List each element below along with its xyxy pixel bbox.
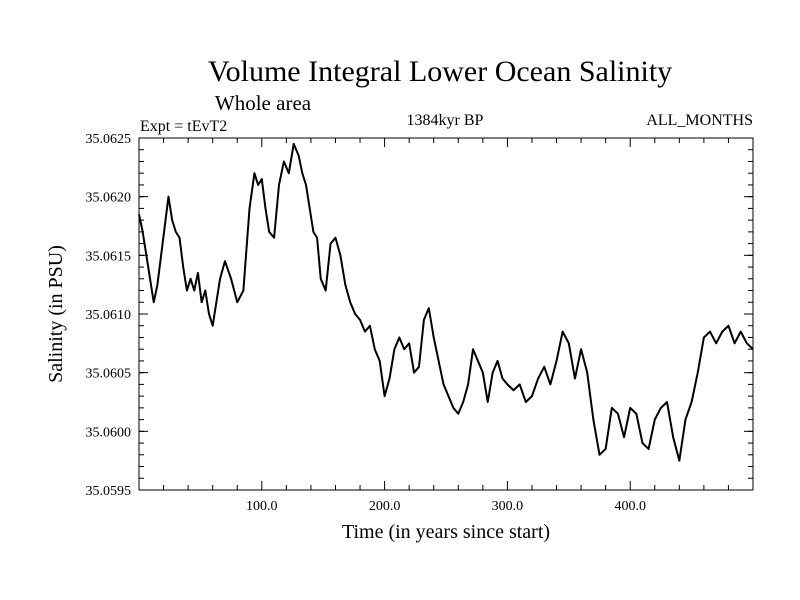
y-axis-label: Salinity (in PSU) bbox=[45, 245, 67, 383]
y-tick-label: 35.0600 bbox=[86, 425, 132, 440]
y-tick-label: 35.0610 bbox=[86, 308, 132, 323]
chart-title: Volume Integral Lower Ocean Salinity bbox=[208, 55, 672, 88]
chart-subtitle: Whole area bbox=[215, 91, 312, 115]
y-tick-label: 35.0595 bbox=[86, 484, 132, 499]
x-axis-label: Time (in years since start) bbox=[342, 521, 550, 543]
plot-frame bbox=[138, 137, 754, 491]
y-tick-labels: 35.0595 35.0600 35.0605 35.0610 35.0615 35.06… bbox=[86, 132, 132, 499]
months-label: ALL_MONTHS bbox=[646, 112, 753, 129]
x-tick-label: 200.0 bbox=[369, 499, 401, 514]
experiment-label: Expt = tEvT2 bbox=[140, 118, 227, 135]
y-tick-label: 35.0625 bbox=[86, 132, 132, 147]
x-tick-labels: 100.0 200.0 300.0 400.0 bbox=[246, 499, 646, 514]
x-tick-label: 400.0 bbox=[614, 499, 646, 514]
salinity-series-line bbox=[138, 142, 754, 462]
y-tick-label: 35.0620 bbox=[86, 191, 132, 206]
y-tick-label: 35.0615 bbox=[86, 249, 132, 264]
y-tick-label: 35.0605 bbox=[86, 367, 132, 382]
period-label: 1384kyr BP bbox=[407, 112, 484, 129]
axis-ticks bbox=[139, 137, 753, 491]
x-tick-label: 100.0 bbox=[246, 499, 278, 514]
x-tick-label: 300.0 bbox=[492, 499, 524, 514]
